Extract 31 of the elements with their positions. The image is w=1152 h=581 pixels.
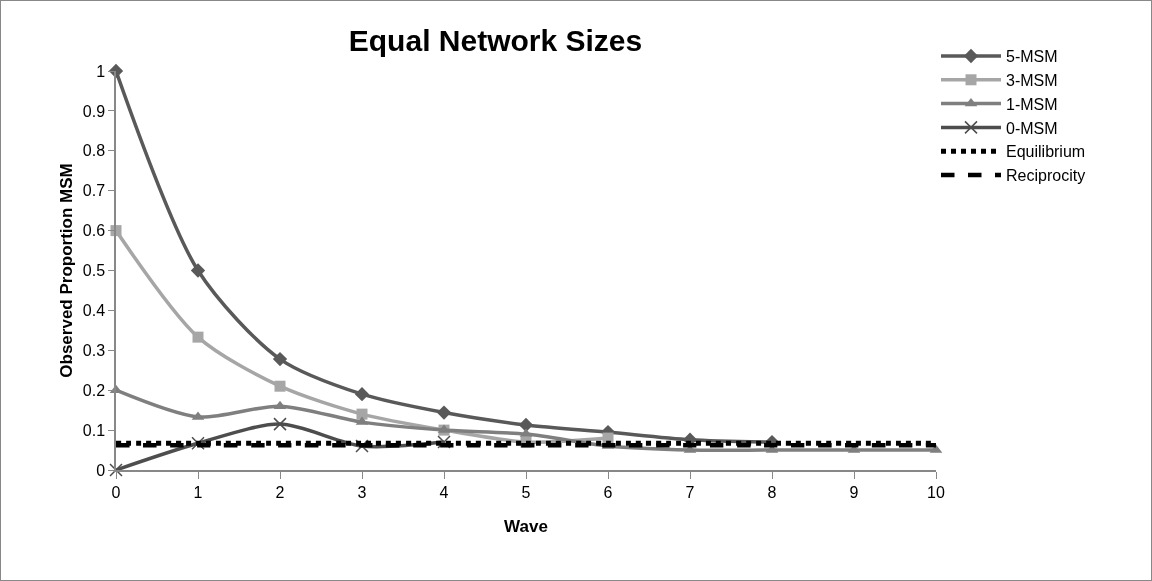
x-tick-label: 3 [357,483,367,501]
y-tick-label: 0 [96,461,106,479]
y-tick-label: 0.5 [82,262,106,280]
y-tick-label: 0.3 [82,341,106,359]
y-tick-label: 0.8 [82,142,106,160]
y-tick-label: 0.4 [82,302,106,319]
x-tick-label: 7 [685,483,695,501]
y-tick-label: 0.2 [82,381,106,399]
x-tick-label: 8 [767,483,777,501]
y-axis-title: Observed Proportion MSM [56,163,76,378]
x-tick-label: 4 [439,483,449,501]
x-tick-label: 10 [927,483,945,501]
y-tick-label: 0.9 [82,102,106,120]
legend-label: 0-MSM [1006,119,1058,137]
x-axis-title: Wave [504,516,548,536]
x-tick-label: 9 [849,483,859,501]
y-tick-label: 0.1 [82,421,106,439]
x-tick-label: 5 [521,483,531,501]
x-tick-label: 2 [275,483,285,501]
legend-label: Equilibrium [1006,143,1086,161]
y-tick-label: 0.6 [82,222,106,240]
x-tick-label: 6 [603,483,613,501]
legend-label: 3-MSM [1006,72,1058,90]
legend-label: 5-MSM [1006,48,1058,66]
x-tick-label: 1 [193,483,203,501]
y-tick-label: 0.7 [82,182,106,200]
y-tick-label: 1 [96,62,106,80]
chart-title: Equal Network Sizes [348,23,643,57]
legend-label: Reciprocity [1006,167,1086,185]
x-tick-label: 0 [111,483,121,501]
legend-label: 1-MSM [1006,95,1058,113]
